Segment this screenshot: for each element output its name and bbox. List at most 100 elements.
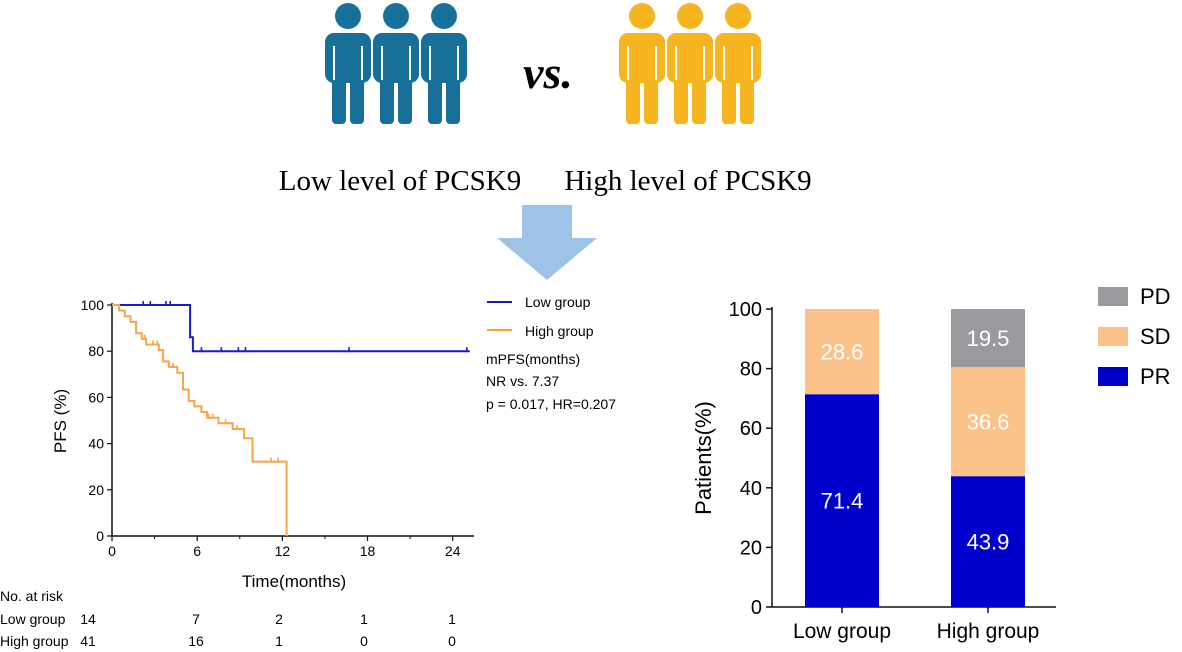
bar-value-label: 19.5 <box>967 326 1010 351</box>
km-y-axis-label: PFS (%) <box>51 389 70 453</box>
high-person-2-head <box>725 3 751 29</box>
low-person-2-leg-right <box>446 76 460 124</box>
risk-value: 16 <box>188 633 204 649</box>
low-level-label: Low level of PCSK9 <box>279 165 521 197</box>
low-person-3-leg-left <box>380 76 394 124</box>
km-x-tick-label: 24 <box>445 543 461 559</box>
km-y-tick-label: 80 <box>88 343 104 359</box>
km-curve-high <box>112 304 288 536</box>
bar-value-label: 36.6 <box>967 410 1010 435</box>
risk-value: 2 <box>275 611 283 627</box>
km-series <box>112 301 470 536</box>
bar-legend-swatch-pd <box>1098 287 1128 306</box>
km-y-tick-label: 20 <box>88 482 104 498</box>
risk-value: 41 <box>80 633 96 649</box>
high-person-1 <box>619 3 665 124</box>
km-y-tick-label: 40 <box>88 436 104 452</box>
bar-segment-pr <box>805 394 879 607</box>
risk-value: 0 <box>448 633 456 649</box>
km-annotation-stats: p = 0.017, HR=0.207 <box>486 396 616 412</box>
high-person-1-head <box>629 3 655 29</box>
low-person-3-head <box>383 3 409 29</box>
risk-row-high-label: High group <box>0 633 69 649</box>
high-person-1-leg-right <box>644 76 658 124</box>
bar-marks: 71.4 28.6 43.9 36.6 19.5 <box>805 309 1025 607</box>
bar-value-label: 28.6 <box>821 340 864 365</box>
risk-value: 1 <box>448 611 456 627</box>
high-people-icon <box>619 3 761 124</box>
risk-value: 7 <box>192 611 200 627</box>
bar-y-tick-label: 20 <box>740 537 762 559</box>
bar-y-tick-label: 80 <box>740 359 762 381</box>
bar-y-tick-label: 100 <box>729 299 762 321</box>
bar-category-label: High group <box>937 620 1040 643</box>
km-x-tick-label: 12 <box>275 543 291 559</box>
low-person-2 <box>421 3 467 124</box>
high-level-label: High level of PCSK9 <box>564 165 811 197</box>
low-person-1 <box>325 3 371 124</box>
km-x-tick-label: 18 <box>360 543 376 559</box>
bar-segment-sd <box>951 367 1025 477</box>
low-person-2-head <box>431 3 457 29</box>
km-y-tick-label: 60 <box>88 389 104 405</box>
risk-values: 14 7 2 1 1 41 16 1 0 0 <box>80 611 456 649</box>
low-person-2-leg-left <box>428 76 442 124</box>
high-person-3-head <box>677 3 703 29</box>
risk-row-low-label: Low group <box>0 611 66 627</box>
km-y-tick-label: 0 <box>96 528 104 544</box>
bar-y-tick-label: 60 <box>740 418 762 440</box>
high-person-3-leg-left <box>674 76 688 124</box>
bar-chart: 0 20 40 60 80 100 Low group High group 71.4 28.6… <box>691 284 1171 643</box>
bar-y-tick-label: 0 <box>751 597 762 619</box>
bar-y-tick-label: 40 <box>740 478 762 500</box>
high-person-3-torso <box>667 33 713 83</box>
km-x-tick-label: 0 <box>108 543 116 559</box>
bar-legend-swatch-sd <box>1098 327 1128 346</box>
risk-value: 14 <box>80 611 96 627</box>
high-person-3 <box>667 3 713 124</box>
risk-value: 1 <box>360 611 368 627</box>
low-person-1-head <box>335 3 361 29</box>
low-person-3-leg-right <box>398 76 412 124</box>
high-person-3-leg-right <box>692 76 706 124</box>
km-curve-low <box>112 304 470 353</box>
bar-y-axis-label: Patients(%) <box>691 401 716 515</box>
high-person-2-leg-right <box>740 76 754 124</box>
km-legend-label-high: High group <box>525 323 594 339</box>
high-person-2-leg-left <box>722 76 736 124</box>
bar-value-label: 71.4 <box>821 489 864 514</box>
bar-segment-pd <box>951 309 1025 368</box>
low-person-1-torso <box>325 33 371 83</box>
down-arrow-icon <box>497 205 597 280</box>
bar-value-label: 43.9 <box>967 530 1010 555</box>
low-person-2-torso <box>421 33 467 83</box>
low-person-3-torso <box>373 33 419 83</box>
bar-legend-label-sd: SD <box>1140 324 1171 349</box>
risk-table-title: No. at risk <box>0 588 64 604</box>
km-annotation-values: NR vs. 7.37 <box>486 373 559 389</box>
km-x-axis-label: Time(months) <box>242 572 346 591</box>
high-person-2 <box>715 3 761 124</box>
risk-value: 1 <box>275 633 283 649</box>
km-legend-label-low: Low group <box>525 294 591 310</box>
high-person-1-leg-left <box>626 76 640 124</box>
km-x-tick-label: 6 <box>193 543 201 559</box>
km-ticks: 0 20 40 60 80 100 0 6 12 18 24 <box>81 297 461 559</box>
bar-ticks: 0 20 40 60 80 100 Low group High group <box>729 299 1040 643</box>
bar-segment-pr <box>951 476 1025 607</box>
low-people-icon <box>325 3 467 124</box>
bar-legend-swatch-pr <box>1098 367 1128 386</box>
bar-legend-label-pr: PR <box>1140 364 1171 389</box>
bar-legend-label-pd: PD <box>1140 284 1171 309</box>
vs-text: vs. <box>523 47 573 98</box>
low-person-3 <box>373 3 419 124</box>
risk-value: 0 <box>360 633 368 649</box>
km-annotation-mpfs: mPFS(months) <box>486 351 580 367</box>
high-person-1-torso <box>619 33 665 83</box>
low-person-1-leg-right <box>350 76 364 124</box>
bar-segment-sd <box>805 309 879 395</box>
bar-legend: PD SD PR <box>1098 284 1171 389</box>
high-person-2-torso <box>715 33 761 83</box>
